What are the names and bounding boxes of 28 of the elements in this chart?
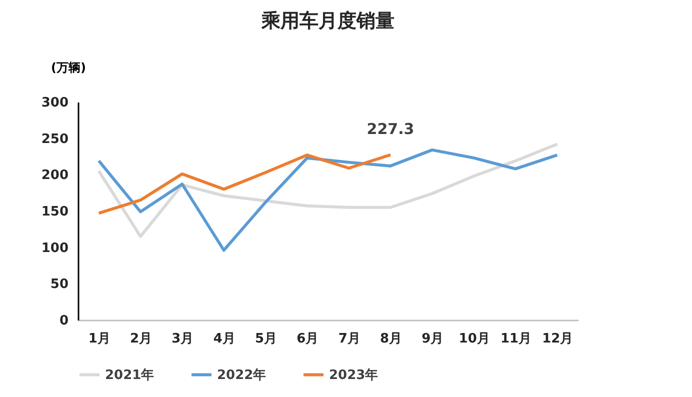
annotation: 227.3 bbox=[366, 120, 414, 138]
legend-label: 2021年 bbox=[105, 368, 154, 383]
x-tick-label: 12月 bbox=[542, 332, 574, 346]
y-tick-label: 250 bbox=[41, 132, 68, 147]
x-tick-label: 7月 bbox=[338, 332, 360, 346]
x-tick-label: 8月 bbox=[380, 332, 402, 346]
line-series bbox=[97, 148, 559, 252]
x-tick-label: 1月 bbox=[88, 332, 110, 346]
line-series bbox=[97, 142, 559, 238]
line-series bbox=[97, 153, 392, 215]
x-tick-label: 2月 bbox=[130, 332, 152, 346]
x-tick-label: 10月 bbox=[458, 332, 490, 346]
x-tick-label: 11月 bbox=[500, 332, 532, 346]
y-tick-label: 300 bbox=[41, 96, 68, 110]
x-tick-label: 6月 bbox=[296, 332, 319, 346]
y-axis-title: (万辆) bbox=[51, 60, 86, 74]
y-tick-label: 150 bbox=[41, 204, 68, 220]
x-tick-label: 3月 bbox=[172, 332, 194, 346]
y-tick-label: 50 bbox=[50, 277, 68, 292]
y-tick-label: 0 bbox=[59, 314, 68, 328]
x-tick-label: 4月 bbox=[213, 332, 236, 346]
y-tick-label: 100 bbox=[41, 240, 68, 256]
legend-label: 2022年 bbox=[217, 368, 266, 383]
x-tick-label: 5月 bbox=[254, 332, 278, 346]
chart-title: 乘用车月度销量 bbox=[260, 10, 394, 32]
legend-label: 2023年 bbox=[329, 368, 378, 383]
y-tick-label: 200 bbox=[41, 168, 68, 184]
x-tick-label: 9月 bbox=[422, 332, 444, 346]
